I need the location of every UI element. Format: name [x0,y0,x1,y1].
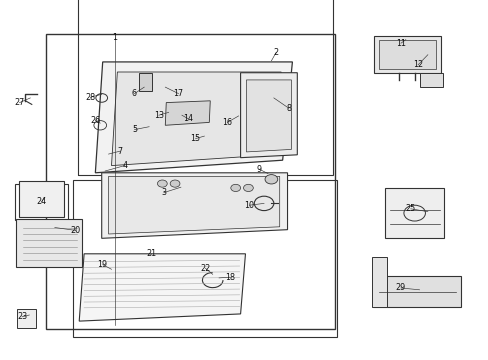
Polygon shape [17,309,36,328]
Polygon shape [108,176,279,234]
Text: 27: 27 [15,98,24,107]
Text: 24: 24 [37,197,46,206]
Text: 16: 16 [222,118,232,127]
Polygon shape [111,72,281,166]
Bar [15,184,68,220]
Text: 20: 20 [71,226,81,235]
Bar [46,34,334,329]
Polygon shape [246,80,291,152]
Text: 17: 17 [173,89,183,98]
Text: 7: 7 [117,147,122,156]
Text: 3: 3 [161,188,166,197]
Circle shape [157,180,167,187]
Polygon shape [372,276,460,307]
Text: 23: 23 [17,312,27,321]
Polygon shape [95,62,292,173]
Polygon shape [378,40,435,69]
Text: 15: 15 [190,134,200,143]
Circle shape [264,175,277,184]
Text: 10: 10 [244,201,254,210]
Circle shape [170,180,180,187]
Text: 6: 6 [132,89,137,98]
Polygon shape [16,219,82,267]
Text: 29: 29 [395,284,405,292]
Polygon shape [102,173,287,238]
Text: 2: 2 [273,48,278,57]
Text: 26: 26 [90,116,100,125]
Bar [73,180,337,337]
Text: 28: 28 [85,93,95,102]
Text: 9: 9 [256,165,261,174]
Polygon shape [373,36,440,73]
Circle shape [243,184,253,192]
Text: 13: 13 [154,111,163,120]
Text: 14: 14 [183,114,193,123]
Text: 18: 18 [224,273,234,282]
Text: 19: 19 [98,260,107,269]
Circle shape [230,184,240,192]
Text: 1: 1 [112,33,117,42]
Text: 25: 25 [405,204,415,213]
Text: 11: 11 [395,39,405,48]
Text: 5: 5 [132,125,137,134]
Text: 12: 12 [412,60,422,69]
Polygon shape [79,254,245,321]
Text: 4: 4 [122,161,127,170]
Polygon shape [371,257,386,307]
Text: 21: 21 [146,249,156,258]
Polygon shape [385,188,443,238]
Polygon shape [419,73,442,87]
Polygon shape [19,181,63,217]
Text: 22: 22 [200,264,210,273]
Polygon shape [139,73,151,91]
Bar [78,0,332,175]
Text: 8: 8 [285,104,290,112]
Polygon shape [165,101,210,125]
Polygon shape [240,73,297,158]
